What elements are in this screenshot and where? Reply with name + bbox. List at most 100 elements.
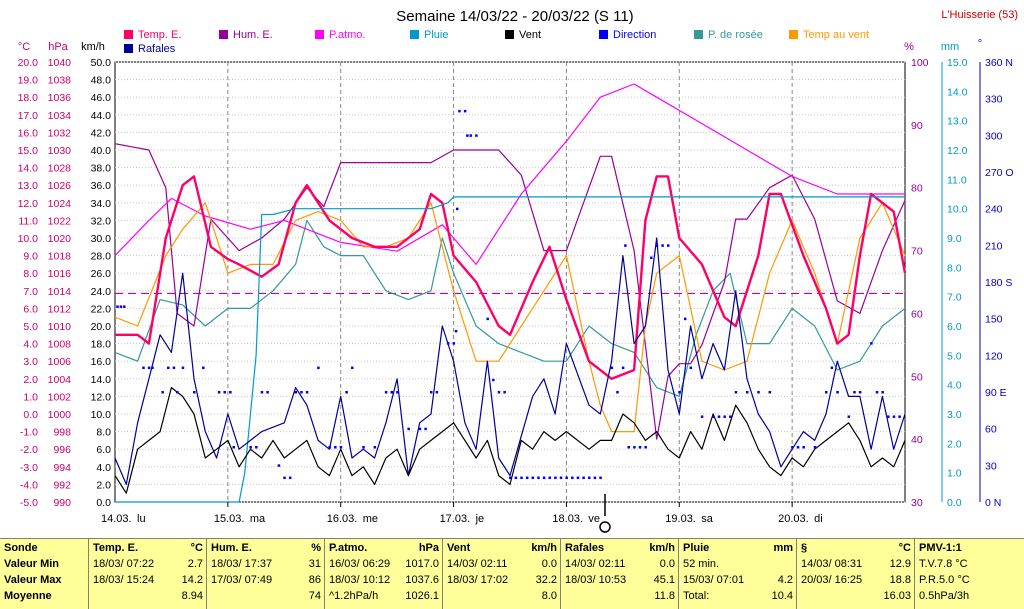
direction-point <box>452 342 456 345</box>
patmo-tick-label: 1030 <box>48 145 72 157</box>
hum-tick-label: 70 <box>911 246 923 258</box>
temp-tick-label: 11.0 <box>18 215 38 227</box>
rain-tick-label: 5.0 <box>947 350 962 362</box>
dir-tick-label: 240 <box>985 204 1003 216</box>
stats-cell-label: 18/03/ 07:22 <box>93 558 155 570</box>
direction-point <box>430 391 433 394</box>
series-line-hum <box>114 143 906 440</box>
direction-point <box>892 415 896 418</box>
wind-tick-label: 10.0 <box>91 409 112 421</box>
direction-point <box>277 464 281 467</box>
stats-cell-label: Temp. E. <box>93 542 139 554</box>
hum-tick-label: 40 <box>911 434 923 446</box>
dir-tick-label: 150 <box>985 314 1003 326</box>
stats-cell-value: hPa <box>418 542 439 554</box>
direction-point <box>593 476 597 480</box>
dir-tick-label: 270 O <box>985 167 1014 179</box>
direction-point <box>396 391 399 394</box>
direction-point <box>887 415 890 418</box>
direction-point <box>791 446 794 449</box>
legend-label-pluie: Pluie <box>424 29 448 41</box>
stats-cell-value: 12.9 <box>889 558 911 570</box>
direction-point <box>830 366 834 370</box>
wind-tick-label: 48.0 <box>91 75 112 87</box>
stats-cell-value: 86 <box>308 574 321 586</box>
direction-point <box>351 366 354 370</box>
direction-point <box>229 391 232 394</box>
direction-point <box>255 446 258 449</box>
rain-tick-label: 13.0 <box>947 116 968 128</box>
plot-area <box>114 61 906 503</box>
temp-tick-label: 7.0 <box>23 286 38 298</box>
temp-tick-label: -4.0 <box>20 479 38 491</box>
direction-point <box>202 366 205 370</box>
direction-point <box>717 415 721 418</box>
rain-tick-label: 1.0 <box>947 468 962 480</box>
direction-point <box>217 391 221 394</box>
weather-chart: Semaine 14/03/22 - 20/03/22 (S 11) L'Hui… <box>17 8 1018 533</box>
stats-cell-value: °C <box>190 542 203 554</box>
direction-point <box>176 391 179 394</box>
temp-tick-label: -5.0 <box>20 497 38 509</box>
direction-point <box>796 446 800 449</box>
x-day-label: je <box>475 513 485 525</box>
direction-point <box>328 446 331 449</box>
wind-tick-label: 20.0 <box>91 321 112 333</box>
temp-tick-label: 3.0 <box>23 356 38 368</box>
stats-cell-label: Pluie <box>683 542 710 554</box>
dir-tick-label: 120 <box>985 350 1003 362</box>
patmo-tick-label: 1032 <box>48 127 72 139</box>
direction-point <box>813 446 817 449</box>
wind-tick-label: 32.0 <box>91 215 112 227</box>
stats-cell-value: 8.0 <box>541 590 557 602</box>
direction-point <box>542 476 546 480</box>
wind-tick-label: 34.0 <box>91 198 112 210</box>
stats-cell-label: Hum. E. <box>211 542 252 554</box>
temp-tick-label: 1.0 <box>23 391 38 403</box>
hum-unit: % <box>904 41 914 53</box>
dir-tick-label: 330 <box>985 94 1003 106</box>
direction-point <box>700 415 704 418</box>
stats-cell-label: PMV-1:1 <box>919 542 962 554</box>
rain-tick-label: 8.0 <box>947 262 962 274</box>
series-line-temp <box>115 175 907 380</box>
temp-tick-label: 2.0 <box>23 374 38 386</box>
direction-point <box>875 391 879 394</box>
legend-label-rafales: Rafales <box>138 43 176 55</box>
stats-col-patmo: P.atmo. hPa 16/03/ 06:29 1017.0 18/03/ 10:12… <box>324 539 443 609</box>
x-day-label: sa <box>701 513 714 525</box>
stats-cell-value: °C <box>898 542 911 554</box>
direction-point <box>571 476 574 480</box>
hum-tick-label: 80 <box>911 183 923 195</box>
stats-cell-label: 18/03/ 17:37 <box>211 558 273 570</box>
hum-tick-label: 30 <box>911 497 923 509</box>
direction-point <box>644 446 647 449</box>
wind-unit: km/h <box>81 41 105 53</box>
patmo-tick-label: 1006 <box>48 356 72 368</box>
stats-cell-value: 11.8 <box>654 590 675 602</box>
direction-point <box>723 415 726 418</box>
rain-tick-label: 3.0 <box>947 409 962 421</box>
rain-tick-label: 12.0 <box>947 145 968 157</box>
legend-swatch-hum <box>219 30 228 39</box>
stats-cell-label: Sonde <box>4 542 38 554</box>
patmo-tick-label: 1022 <box>48 215 72 227</box>
patmo-tick-label: 1028 <box>48 163 72 175</box>
patmo-tick-label: 1026 <box>48 180 72 192</box>
direction-point <box>548 476 551 480</box>
x-date-label: 19.03. <box>665 513 696 525</box>
direction-point <box>223 391 226 394</box>
rain-tick-label: 4.0 <box>947 380 962 392</box>
legend-label-vent: Vent <box>519 29 541 41</box>
direction-point <box>881 391 884 394</box>
stats-cell-label: 18/03/ 15:24 <box>93 574 155 586</box>
legend-label-tempvent: Temp au vent <box>803 29 869 41</box>
patmo-tick-label: 996 <box>53 444 71 456</box>
patmo-tick-label: 1010 <box>48 321 72 333</box>
temp-tick-label: 12.0 <box>18 198 39 210</box>
stats-cell-value: 74 <box>308 590 321 602</box>
legend-swatch-vent <box>505 30 514 39</box>
direction-point <box>638 446 642 449</box>
stats-cell-value: 16.03 <box>883 590 911 602</box>
wind-tick-label: 6.0 <box>96 444 111 456</box>
